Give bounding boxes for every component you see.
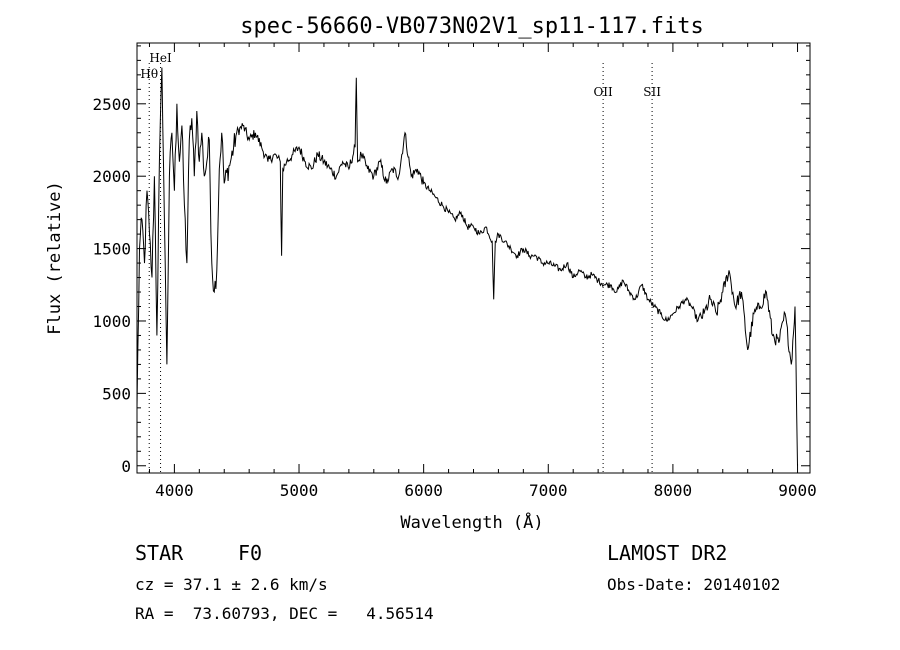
y-axis: 0 500 1000 1500 2000 2500 <box>92 45 810 476</box>
x-tick-label: 7000 <box>529 481 568 500</box>
x-tick-label: 9000 <box>778 481 817 500</box>
x-tick-label: 6000 <box>404 481 443 500</box>
y-tick-label: 1500 <box>92 240 131 259</box>
y-axis-label: Flux (relative) <box>45 181 65 335</box>
y-tick-label: 2500 <box>92 95 131 114</box>
spectrum-line <box>136 67 798 466</box>
y-tick-label: 0 <box>121 457 131 476</box>
x-tick-label: 4000 <box>155 481 194 500</box>
subclass: F0 <box>238 541 263 565</box>
spectral-line-label: SII <box>643 85 661 99</box>
object-class: STAR <box>135 541 184 565</box>
obs-date-text: Obs-Date: 20140102 <box>607 575 781 594</box>
spectrum-chart: spec-56660-VB073N02V1_sp11-117.fits 4000… <box>45 14 817 533</box>
redshift-text: cz = 37.1 ± 2.6 km/s <box>135 575 328 594</box>
survey-name: LAMOST DR2 <box>607 541 728 565</box>
x-tick-label: 8000 <box>654 481 693 500</box>
chart-title: spec-56660-VB073N02V1_sp11-117.fits <box>240 14 704 39</box>
spectral-line-label: Hθ <box>140 67 158 81</box>
x-tick-label: 5000 <box>280 481 319 500</box>
spectral-lines: Hθ HeI OII SII <box>140 51 661 473</box>
y-tick-label: 500 <box>102 384 131 403</box>
y-tick-label: 1000 <box>92 312 131 331</box>
x-axis-label: Wavelength (Å) <box>400 511 543 533</box>
y-tick-label: 2000 <box>92 167 131 186</box>
x-axis: 4000 5000 6000 7000 8000 9000 <box>148 43 817 500</box>
coords-text: RA = 73.60793, DEC = 4.56514 <box>135 604 434 623</box>
spectral-line-label: OII <box>593 85 613 99</box>
spectral-line-label: HeI <box>149 51 172 65</box>
plot-frame <box>136 42 811 474</box>
